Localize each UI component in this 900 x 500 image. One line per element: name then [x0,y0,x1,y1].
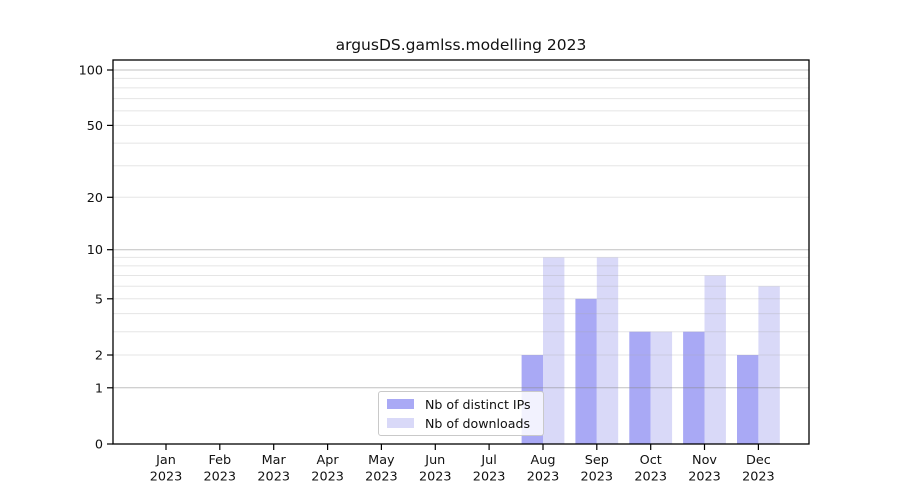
x-tick-label-year-jan: 2023 [150,470,183,485]
x-tick-label-year-oct: 2023 [634,470,667,485]
x-tick-label-month-apr: Apr [317,453,340,468]
x-tick-label-month-dec: Dec [746,453,771,468]
x-tick-label-month-jan: Jan [155,453,176,468]
x-tick-label-month-may: May [368,453,395,468]
x-tick-label-year-mar: 2023 [257,470,290,485]
x-tick-label-month-mar: Mar [262,453,287,468]
legend: Nb of distinct IPs Nb of downloads [378,391,544,436]
legend-item-distinct-ips: Nb of distinct IPs [387,397,535,412]
x-tick-label-year-jun: 2023 [419,470,452,485]
bar-nov-downloads [704,275,726,444]
legend-swatch-distinct-ips [387,399,414,409]
y-tick-label-0: 0 [95,438,103,453]
x-tick-label-year-feb: 2023 [204,470,237,485]
x-tick-label-year-nov: 2023 [688,470,721,485]
x-tick-label-month-jul: Jul [480,453,496,468]
y-tick-label-5: 5 [95,292,103,307]
x-tick-label-month-nov: Nov [692,453,717,468]
y-tick-label-20: 20 [87,191,103,206]
bar-dec-distinct-ips [737,355,759,444]
x-tick-label-year-may: 2023 [365,470,398,485]
x-tick-label-month-jun: Jun [424,453,445,468]
x-tick-label-year-apr: 2023 [311,470,344,485]
x-tick-label-year-sep: 2023 [581,470,614,485]
x-tick-label-month-oct: Oct [640,453,662,468]
plot-border [112,59,810,445]
chart-title: argusDS.gamlss.modelling 2023 [335,36,587,54]
legend-item-downloads: Nb of downloads [387,416,535,431]
y-tick-label-2: 2 [95,349,103,364]
legend-label-downloads: Nb of downloads [425,415,531,431]
x-tick-label-month-feb: Feb [208,453,231,468]
bar-sep-distinct-ips [575,298,597,444]
x-tick-label-year-aug: 2023 [527,470,560,485]
bar-sep-downloads [596,257,619,444]
bar-aug-downloads [543,257,565,444]
legend-label-distinct-ips: Nb of distinct IPs [425,396,531,412]
y-tick-label-1: 1 [95,381,103,396]
legend-swatch-downloads [387,418,414,428]
y-tick-label-10: 10 [87,243,103,258]
x-tick-label-month-sep: Sep [585,453,609,468]
y-tick-label-50: 50 [87,119,103,134]
y-tick-label-100: 100 [79,64,103,79]
x-tick-label-year-jul: 2023 [473,470,506,485]
x-tick-label-year-dec: 2023 [742,470,775,485]
x-tick-label-month-aug: Aug [531,453,556,468]
bar-dec-downloads [758,286,780,444]
